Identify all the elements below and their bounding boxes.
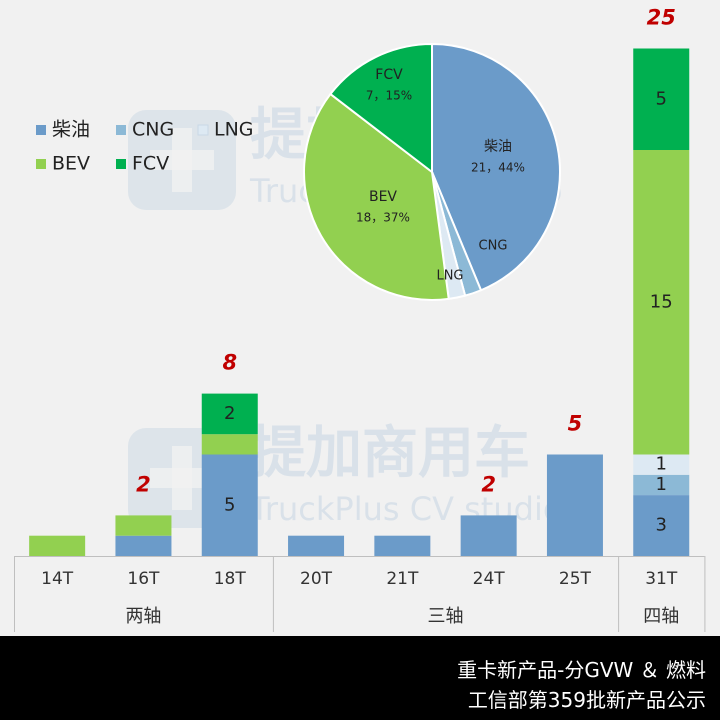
x-group-label: 四轴 bbox=[643, 606, 679, 627]
bar-segment bbox=[288, 535, 345, 556]
bar-segment bbox=[633, 474, 690, 496]
x-tick-label: 25T bbox=[559, 569, 592, 589]
bar-total-label: 2 bbox=[481, 472, 496, 496]
bar-segment bbox=[201, 434, 258, 455]
bar-segment bbox=[633, 495, 690, 556]
pie-slice-name: LNG bbox=[436, 269, 463, 284]
x-tick-label: 21T bbox=[386, 569, 419, 589]
x-group-label: 三轴 bbox=[428, 606, 464, 627]
bar-segment-label: 5 bbox=[224, 494, 235, 515]
pie-slice bbox=[329, 42, 433, 175]
bar-segment bbox=[29, 535, 86, 556]
bar-total-label: 25 bbox=[647, 6, 676, 30]
legend-item: LNG bbox=[197, 119, 254, 141]
legend-item: BEV bbox=[36, 153, 90, 175]
pie-slice-label: 18，37% bbox=[356, 211, 410, 225]
legend-swatch bbox=[36, 159, 46, 169]
pie-slice-name: 柴油 bbox=[484, 139, 512, 155]
pie-slice-name: BEV bbox=[369, 189, 397, 205]
bar-segment-label: 15 bbox=[650, 291, 673, 312]
x-tick-label: 31T bbox=[645, 569, 678, 589]
bar-segment-label: 1 bbox=[656, 454, 667, 475]
x-tick-label: 18T bbox=[214, 569, 247, 589]
footer-banner: 重卡新产品-分GVW ＆ 燃料 工信部第359批新产品公示 bbox=[0, 636, 720, 720]
legend-item: CNG bbox=[116, 119, 174, 141]
legend-swatch bbox=[197, 124, 209, 136]
x-tick-label: 16T bbox=[127, 569, 160, 589]
watermark-text-cn: 提加商用车 bbox=[250, 421, 530, 486]
bar-segment bbox=[546, 454, 603, 556]
legend-item: 柴油 bbox=[36, 119, 90, 141]
bar-total-label: 8 bbox=[222, 351, 237, 375]
footer-subtitle: 工信部第359批新产品公示 bbox=[467, 688, 706, 712]
legend: 柴油 CNG LNG BEV FCV bbox=[36, 119, 254, 175]
bar-segment bbox=[374, 535, 431, 556]
x-tick-label: 20T bbox=[300, 569, 333, 589]
pie-slice-name: CNG bbox=[479, 239, 508, 254]
bar-segment bbox=[115, 515, 172, 536]
bar-segment bbox=[201, 454, 258, 556]
bar-segment-label: 5 bbox=[656, 88, 667, 109]
category-axis: 14T 16T 18T 20T 21T 24T 25T 31T 两轴 三轴 四轴 bbox=[14, 556, 706, 632]
bar-segment bbox=[633, 48, 690, 150]
bar-total-label: 2 bbox=[136, 472, 151, 496]
bar-total-label: 5 bbox=[568, 412, 583, 436]
pie-slice-label: 7，15% bbox=[366, 89, 412, 103]
watermark-logo-icon bbox=[128, 110, 236, 210]
bar-segment bbox=[633, 150, 690, 455]
bar-segment bbox=[460, 515, 517, 556]
legend-label: 柴油 bbox=[52, 119, 90, 141]
bar-segment-label: 3 bbox=[656, 515, 667, 536]
legend-item: FCV bbox=[116, 153, 169, 175]
footer-title: 重卡新产品-分GVW ＆ 燃料 bbox=[457, 658, 706, 682]
pie-chart: 柴油 21，44% CNG LNG BEV 18，37% FCV 7，15% bbox=[303, 42, 561, 301]
legend-label: CNG bbox=[132, 119, 174, 141]
pie-slice bbox=[303, 92, 450, 301]
x-tick-label: 14T bbox=[41, 569, 74, 589]
legend-swatch bbox=[116, 125, 126, 135]
x-group-label: 两轴 bbox=[125, 606, 161, 627]
bar-segment bbox=[633, 454, 690, 475]
legend-swatch bbox=[36, 125, 46, 135]
bar-segment bbox=[201, 393, 258, 435]
pie-slice-name: FCV bbox=[375, 67, 403, 83]
pie-slice bbox=[431, 42, 561, 292]
bar-segment-label: 2 bbox=[224, 403, 235, 424]
bar-segment-label: 1 bbox=[656, 474, 667, 495]
pie-slice-label: 21，44% bbox=[471, 161, 525, 175]
bar-segment bbox=[115, 535, 172, 556]
legend-swatch bbox=[116, 159, 126, 169]
legend-label: LNG bbox=[214, 119, 254, 141]
legend-label: FCV bbox=[132, 153, 169, 175]
x-tick-label: 24T bbox=[473, 569, 506, 589]
legend-label: BEV bbox=[52, 153, 90, 175]
